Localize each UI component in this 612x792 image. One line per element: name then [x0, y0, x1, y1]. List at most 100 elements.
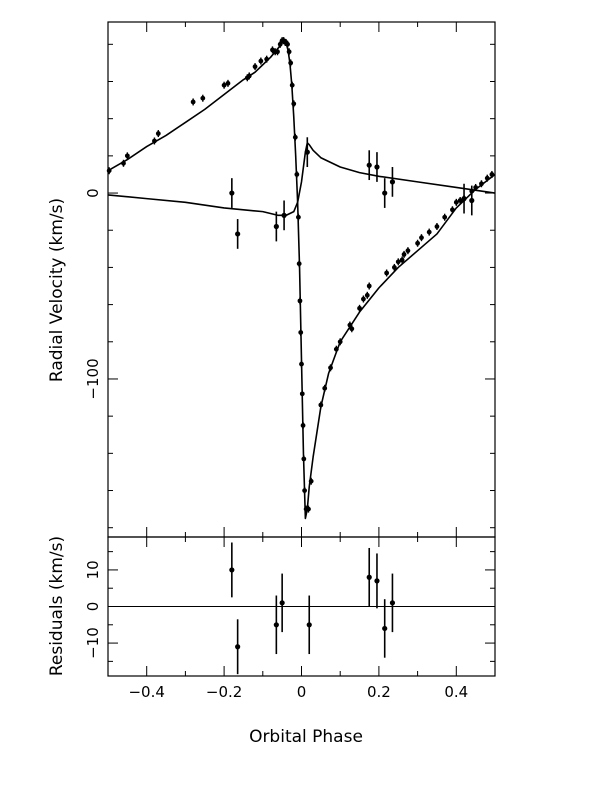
primary-observation-point	[275, 49, 280, 55]
x-tick-label: 0.4	[444, 683, 468, 701]
primary-observation-point	[308, 478, 314, 484]
residual-point	[374, 578, 380, 584]
primary-observation-point	[299, 361, 304, 367]
primary-observation-point	[401, 252, 407, 257]
primary-observation-point	[294, 172, 300, 177]
y-tick-label: 0	[84, 188, 102, 198]
residual-point	[382, 625, 388, 632]
primary-observation-point	[337, 339, 343, 345]
primary-observation-point	[357, 305, 362, 311]
secondary-observation-point	[366, 162, 372, 168]
primary-observation-point	[291, 101, 297, 107]
primary-observation-point	[473, 185, 479, 190]
primary-observation-point	[286, 49, 292, 55]
y-tick-label: 10	[84, 560, 102, 579]
x-tick-label: −0.2	[206, 683, 242, 701]
residual-point	[229, 567, 235, 573]
primary-observation-point	[296, 214, 301, 220]
primary-observation-point	[405, 248, 411, 254]
primary-observation-point	[288, 60, 294, 66]
secondary-observation-point	[304, 149, 310, 155]
primary-observation-point	[484, 175, 490, 181]
primary-observation-point	[106, 168, 112, 174]
primary-observation-point	[155, 131, 161, 136]
primary-observation-point	[298, 330, 304, 335]
secondary-observation-point	[389, 179, 396, 185]
y-tick-label: −10	[84, 627, 102, 659]
primary-observation-point	[391, 265, 397, 270]
secondary-observation-point	[281, 212, 287, 218]
radial-velocity-panel: 0 −100	[84, 21, 496, 538]
primary-observation-point	[190, 99, 196, 105]
primary-observation-point	[361, 296, 366, 302]
primary-observation-point	[415, 240, 420, 246]
primary-observation-point	[426, 229, 432, 235]
primary-observation-point	[419, 235, 424, 241]
primary-model-curve	[107, 39, 496, 520]
primary-observation-point	[306, 506, 311, 512]
secondary-observation-point	[469, 197, 475, 204]
primary-observation-point	[333, 346, 339, 352]
primary-observation-point	[300, 423, 306, 428]
primary-observation-point	[318, 402, 324, 408]
x-tick-label: 0.2	[367, 683, 391, 701]
secondary-observation-point	[273, 223, 279, 230]
y-tick-label: 0	[84, 602, 102, 612]
primary-observation-point	[252, 64, 258, 70]
residual-point	[235, 644, 241, 650]
primary-observation-point	[457, 198, 463, 203]
secondary-model-curve	[107, 142, 496, 217]
primary-observation-point	[258, 58, 264, 64]
primary-observation-point	[277, 41, 283, 47]
secondary-observation-point	[382, 190, 388, 196]
x-axis-label-orbital-phase: Orbital Phase	[249, 727, 363, 747]
primary-observation-point	[299, 391, 305, 397]
primary-observation-point	[296, 261, 302, 267]
primary-observation-point	[264, 56, 270, 62]
primary-observation-point	[364, 292, 370, 298]
residual-point	[273, 622, 279, 628]
primary-observation-point	[289, 82, 295, 88]
primary-observation-point	[395, 259, 401, 265]
secondary-observation-point	[374, 164, 380, 170]
primary-observation-point	[292, 134, 298, 140]
primary-observation-point	[349, 326, 355, 332]
primary-observation-point	[225, 80, 231, 86]
primary-observation-point	[121, 160, 126, 166]
y-tick-label: −100	[84, 358, 102, 399]
primary-observation-point	[347, 322, 353, 328]
primary-observation-point	[246, 73, 252, 79]
x-tick-label: 0	[297, 683, 307, 701]
primary-observation-point	[442, 214, 448, 220]
residual-point	[389, 600, 396, 606]
residual-point	[306, 622, 312, 628]
residuals-panel: 10 0 −10 −0.4 −0.2 0 0.2 0.4	[84, 536, 496, 701]
y-axis-label-residuals: Residuals (km/s)	[47, 536, 67, 676]
primary-observation-point	[434, 224, 440, 229]
primary-observation-point	[302, 488, 307, 493]
primary-observation-point	[152, 138, 157, 144]
primary-observation-point	[366, 283, 372, 289]
primary-observation-point	[200, 95, 206, 101]
primary-observation-point	[450, 207, 455, 213]
plot-frame	[107, 21, 496, 538]
y-axis-label-radial-velocity: Radial Velocity (km/s)	[47, 198, 67, 382]
primary-observation-point	[453, 199, 459, 205]
primary-observation-point	[301, 456, 307, 462]
x-tick-label: −0.4	[128, 683, 164, 701]
secondary-observation-point	[235, 231, 241, 237]
secondary-observation-point	[461, 196, 467, 202]
primary-observation-point	[479, 181, 484, 187]
residual-point	[366, 574, 372, 580]
primary-observation-point	[297, 298, 303, 304]
primary-observation-point	[322, 385, 328, 391]
primary-observation-point	[399, 257, 405, 263]
primary-observation-point	[384, 270, 390, 276]
primary-observation-point	[221, 82, 227, 88]
secondary-observation-point	[229, 190, 235, 196]
primary-observation-point	[124, 153, 130, 159]
primary-observation-point	[285, 41, 290, 47]
primary-observation-point	[489, 172, 495, 177]
primary-observation-point	[328, 365, 333, 371]
